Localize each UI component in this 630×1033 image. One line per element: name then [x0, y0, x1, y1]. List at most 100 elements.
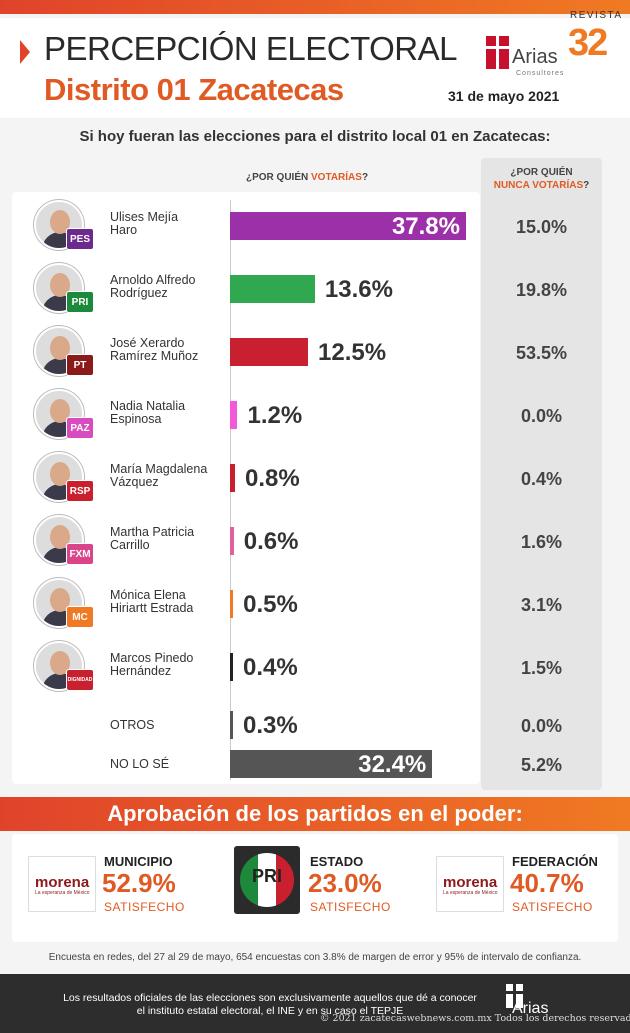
chart-row: PT José Xerardo Ramírez Muñoz 12.5% 53.5%	[0, 322, 630, 382]
vote-bar	[230, 527, 234, 555]
candidate-name: OTROS	[110, 718, 155, 732]
revista-logo: REVISTA 32	[566, 10, 626, 70]
never-vote-header-highlight: NUNCA VOTARÍAS	[493, 180, 584, 191]
chart-row: FXM Martha Patricia Carrillo 0.6% 1.6%	[0, 511, 630, 571]
party-badge: PAZ	[66, 417, 94, 439]
approval-title: Aprobación de los partidos en el poder:	[107, 801, 523, 826]
vote-label: 1.2%	[247, 402, 303, 429]
top-accent-strip	[0, 0, 630, 14]
candidate-name: Ulises Mejía Haro	[110, 210, 179, 237]
title-arrow-icon	[20, 40, 30, 64]
party-badge: DIGNIDAD	[66, 669, 94, 691]
vote-bar	[230, 464, 235, 492]
candidate-name: Nadia Natalia Espinosa	[110, 399, 186, 426]
approval-label: SATISFECHO	[512, 900, 593, 914]
morena-logo-word: morena	[35, 874, 90, 891]
vote-header-suffix: ?	[361, 172, 369, 183]
vote-label: 0.5%	[243, 591, 298, 618]
vote-bar	[230, 275, 315, 303]
vote-label: 13.6%	[324, 276, 393, 303]
chart-row: PRI Arnoldo Alfredo Rodríguez 13.6% 19.8%	[0, 259, 630, 319]
never-vote-value: 0.4%	[520, 469, 563, 489]
vote-header: ¿POR QUIÉN VOTARÍAS?	[246, 172, 368, 183]
footer	[0, 974, 630, 1033]
party-badge: FXM	[66, 543, 94, 565]
vote-bar	[230, 338, 309, 366]
candidate-name: Arnoldo Alfredo Rodríguez	[110, 273, 196, 300]
approval-estado: PRI ESTADO 23.0% SATISFECHO	[234, 846, 434, 926]
never-vote-header-line1: ¿POR QUIÉN	[510, 167, 573, 178]
vote-label: 0.6%	[243, 528, 299, 555]
vote-header-prefix: ¿POR QUIÉN	[246, 172, 312, 183]
footer-arias-word: Arias	[512, 1000, 549, 1017]
candidate-name: María Magdalena Vázquez	[110, 462, 208, 489]
revista-logo-word: REVISTA	[570, 10, 623, 21]
header: PERCEPCIÓN ELECTORAL Distrito 01 Zacatec…	[0, 18, 630, 118]
candidate-avatar	[34, 200, 84, 250]
never-vote-value: 1.5%	[520, 658, 563, 678]
vote-bar	[230, 711, 233, 739]
pri-logo-word: PRI	[251, 866, 282, 886]
approval-value: 40.7%	[510, 868, 584, 898]
party-badge: PES	[66, 228, 94, 250]
chart-row: NO LO SÉ 32.4% 5.2%	[0, 734, 630, 794]
methodology-note: Encuesta en redes, del 27 al 29 de mayo,…	[48, 952, 582, 963]
approval-municipio: morena La esperanza de México MUNICIPIO …	[28, 846, 228, 926]
vote-bar	[230, 401, 238, 429]
morena-logo-sub: La esperanza de México	[443, 890, 498, 896]
footer-arias-mark-icon	[506, 984, 524, 1010]
vote-label: 0.4%	[243, 654, 298, 681]
revista-logo-number: 32	[568, 22, 608, 64]
page-title: PERCEPCIÓN ELECTORAL	[44, 30, 458, 67]
candidate-name: Marcos Pinedo Hernández	[110, 651, 194, 678]
copyright-notice: © 2021 zacatecaswebnews.com.mx Todos los…	[320, 1013, 630, 1024]
vote-bar	[230, 212, 466, 240]
vote-label: 0.3%	[243, 712, 298, 739]
approval-federacion: morena La esperanza de México FEDERACIÓN…	[436, 846, 630, 926]
footer-arias-logo: Arias	[506, 984, 566, 1018]
arias-logo-sub: Consultores	[516, 70, 565, 77]
never-vote-value: 19.8%	[515, 280, 568, 300]
vote-header-highlight: VOTARÍAS	[311, 172, 362, 183]
candidate-name: Mónica Elena Hiriartt Estrada	[110, 588, 194, 615]
candidate-name: Martha Patricia Carrillo	[110, 525, 195, 552]
vote-label: 12.5%	[318, 339, 387, 366]
never-vote-value: 0.0%	[520, 716, 563, 736]
arias-logo-word: Arias	[512, 46, 558, 68]
approval-panel	[12, 834, 618, 942]
approval-band	[0, 797, 630, 831]
party-badge: PT	[66, 354, 94, 376]
footer-disclaimer-line2: el instituto estatal electoral, el INE y…	[136, 1005, 404, 1017]
morena-logo-word: morena	[443, 874, 498, 891]
never-vote-value: 15.0%	[515, 217, 568, 237]
candidate-name: José Xerardo Ramírez Muñoz	[110, 336, 199, 363]
vote-label: 32.4%	[358, 751, 427, 778]
chart-row: PAZ Nadia Natalia Espinosa 1.2% 0.0%	[0, 385, 630, 445]
approval-level: MUNICIPIO	[104, 854, 173, 869]
never-vote-value: 0.0%	[520, 406, 563, 426]
page-subtitle: Distrito 01 Zacatecas	[44, 72, 344, 107]
never-vote-value: 5.2%	[520, 755, 563, 775]
arias-mark-icon	[486, 36, 510, 70]
party-badge: MC	[66, 606, 94, 628]
never-vote-header-suffix: ?	[583, 180, 590, 191]
chart-row: OTROS 0.3% 0.0%	[0, 695, 630, 755]
footer-disclaimer-line1: Los resultados oficiales de las eleccion…	[63, 992, 477, 1004]
approval-label: SATISFECHO	[104, 900, 185, 914]
approval-level: ESTADO	[310, 854, 364, 869]
morena-logo: morena La esperanza de México	[28, 856, 96, 912]
morena-logo-sub: La esperanza de México	[35, 890, 90, 896]
pri-logo: PRI	[234, 846, 300, 914]
candidate-name: NO LO SÉ	[110, 757, 170, 771]
party-badge: PRI	[66, 291, 94, 313]
party-badge: RSP	[66, 480, 94, 502]
vote-bar	[230, 653, 233, 681]
survey-question: Si hoy fueran las elecciones para el dis…	[79, 128, 551, 145]
approval-value: 23.0%	[308, 868, 382, 898]
survey-date: 31 de mayo 2021	[448, 88, 560, 104]
chart-row: MC Mónica Elena Hiriartt Estrada 0.5% 3.1%	[0, 574, 630, 634]
morena-logo: morena La esperanza de México	[436, 856, 504, 912]
candidate-avatar	[34, 389, 84, 439]
approval-level: FEDERACIÓN	[512, 854, 598, 869]
vote-bar	[230, 750, 433, 778]
